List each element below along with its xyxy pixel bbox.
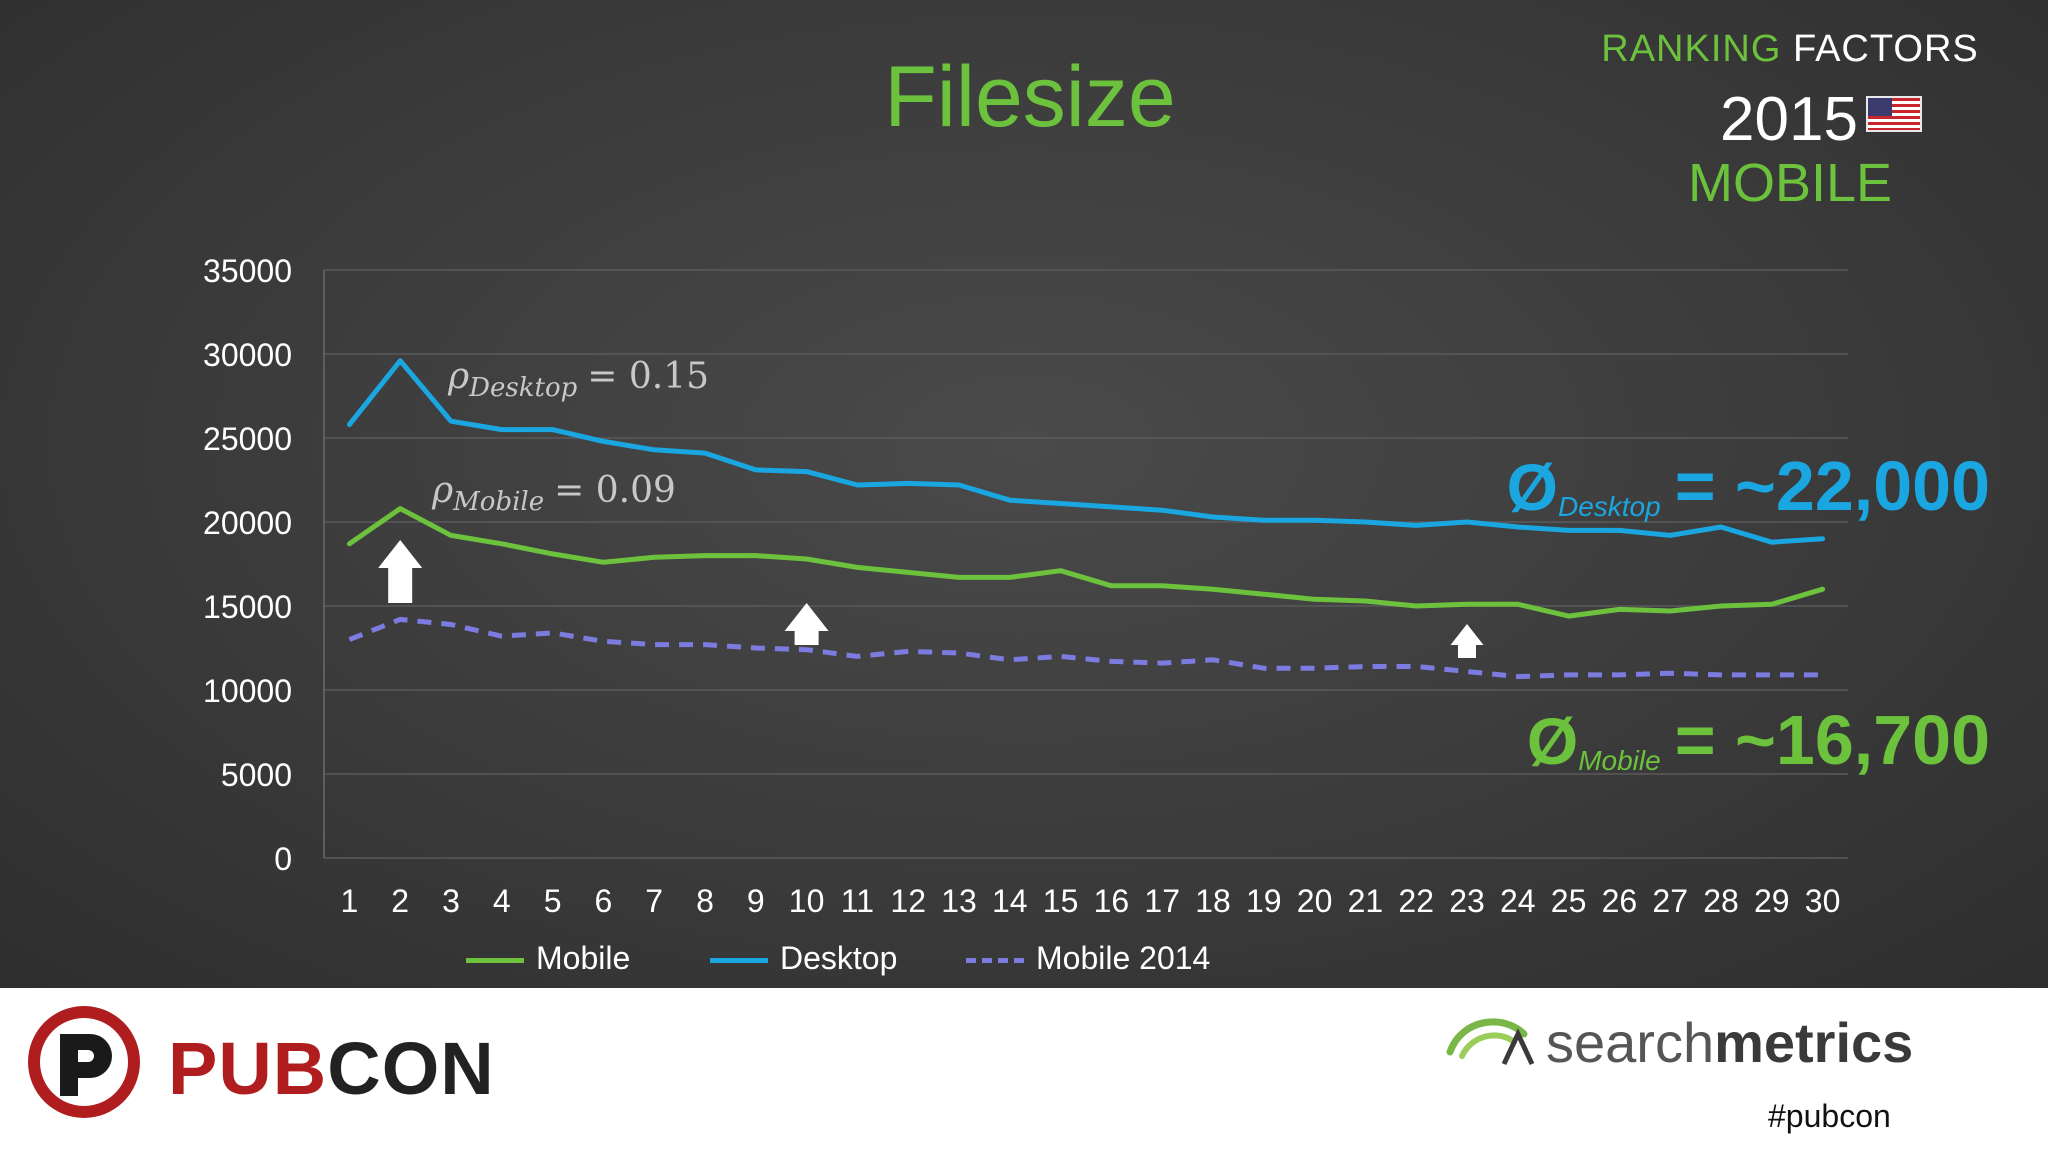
highlight-arrow (378, 540, 423, 603)
x-tick-label: 23 (1449, 883, 1485, 919)
x-tick-label: 16 (1094, 883, 1130, 919)
y-tick-label: 25000 (203, 421, 292, 457)
legend-mobile-2014-swatch (966, 958, 1024, 964)
x-tick-label: 8 (696, 883, 714, 919)
legend-desktop: Desktop (710, 940, 897, 977)
x-tick-label: 27 (1652, 883, 1688, 919)
x-tick-label: 17 (1144, 883, 1180, 919)
searchmetrics-word-search: search (1546, 1011, 1715, 1074)
y-tick-label: 15000 (203, 589, 292, 625)
legend-mobile-label: Mobile (536, 940, 631, 976)
segment-label: MOBILE (1687, 153, 1893, 213)
desktop-average-annotation: ØDesktop = ~22,000 (1507, 446, 1990, 526)
avg-mobile-symbol: Ø (1526, 704, 1579, 778)
x-tick-label: 2 (391, 883, 409, 919)
x-tick-label: 19 (1246, 883, 1282, 919)
legend-mobile-2014: Mobile 2014 (966, 940, 1210, 977)
x-tick-label: 3 (442, 883, 460, 919)
x-tick-label: 4 (493, 883, 511, 919)
y-tick-label: 30000 (203, 337, 292, 373)
avg-desktop-subscript: Desktop (1557, 491, 1661, 522)
x-tick-label: 6 (595, 883, 613, 919)
year-label: 2015 (1720, 85, 1858, 154)
legend-mobile-swatch (466, 958, 524, 964)
avg-mobile-subscript: Mobile (1578, 745, 1661, 776)
searchmetrics-logo-icon (1446, 1018, 1535, 1066)
searchmetrics-wordmark: searchmetrics (1546, 1010, 1913, 1075)
x-tick-label: 10 (789, 883, 825, 919)
x-tick-label: 13 (941, 883, 977, 919)
avg-mobile-value: = ~16,700 (1674, 701, 1990, 779)
hashtag-label: #pubcon (1768, 1098, 1891, 1134)
pubcon-word-con: CON (327, 1027, 495, 1110)
x-tick-label: 30 (1805, 883, 1841, 919)
x-tick-label: 26 (1602, 883, 1638, 919)
y-tick-label: 10000 (203, 673, 292, 709)
legend-desktop-swatch (710, 958, 768, 964)
pubcon-word-pub: PUB (168, 1027, 328, 1110)
pubcon-logo-icon (28, 1006, 140, 1118)
ranking-word: RANKING (1601, 28, 1782, 70)
avg-desktop-symbol: Ø (1506, 450, 1558, 524)
rho-mobile-annotation: ρMobile = 0.09 (431, 470, 676, 517)
y-tick-label: 20000 (203, 505, 292, 541)
legend-mobile-2014-label: Mobile 2014 (1036, 940, 1211, 976)
searchmetrics-word-metrics: metrics (1714, 1011, 1914, 1074)
chart-title: Filesize (884, 49, 1176, 145)
legend-desktop-label: Desktop (780, 940, 898, 976)
pubcon-wordmark: PUBCON (168, 1026, 495, 1111)
x-tick-label: 29 (1754, 883, 1790, 919)
footer-bar: PUBCON searchmetrics #pubcon (0, 988, 2048, 1152)
factors-word: FACTORS (1792, 28, 1979, 70)
y-tick-label: 35000 (203, 253, 292, 289)
y-tick-label: 0 (274, 841, 292, 877)
series-line-mobile (346, 506, 1826, 619)
x-tick-label: 12 (890, 883, 926, 919)
x-tick-label: 1 (341, 883, 359, 919)
highlight-arrow (784, 603, 829, 645)
x-tick-label: 5 (544, 883, 562, 919)
x-tick-label: 11 (841, 883, 874, 919)
x-tick-label: 7 (645, 883, 663, 919)
x-tick-label: 15 (1043, 883, 1079, 919)
x-tick-label: 21 (1348, 883, 1384, 919)
legend-mobile: Mobile (466, 940, 630, 977)
series-line-desktop (346, 358, 1826, 545)
ranking-factors-label: RANKING FACTORS (1580, 28, 2000, 71)
x-tick-label: 28 (1703, 883, 1739, 919)
avg-desktop-value: = ~22,000 (1674, 447, 1990, 525)
x-tick-label: 24 (1500, 883, 1536, 919)
mobile-average-annotation: ØMobile = ~16,700 (1527, 700, 1990, 780)
chart-slide: 0 5000 10000 15000 20000 25000 30000 35000 1 2 3 4 5… (0, 0, 2048, 988)
us-flag-icon (1866, 96, 1922, 132)
x-tick-label: 25 (1551, 883, 1587, 919)
x-tick-label: 22 (1398, 883, 1434, 919)
series-line-mobile-2014 (348, 616, 1823, 680)
x-tick-label: 14 (992, 883, 1028, 919)
x-tick-label: 20 (1297, 883, 1333, 919)
rho-desktop-annotation: ρDesktop = 0.15 (447, 356, 709, 403)
x-tick-label: 18 (1195, 883, 1231, 919)
x-tick-label: 9 (747, 883, 765, 919)
y-tick-label: 5000 (221, 757, 292, 793)
highlight-arrow (1450, 624, 1484, 658)
